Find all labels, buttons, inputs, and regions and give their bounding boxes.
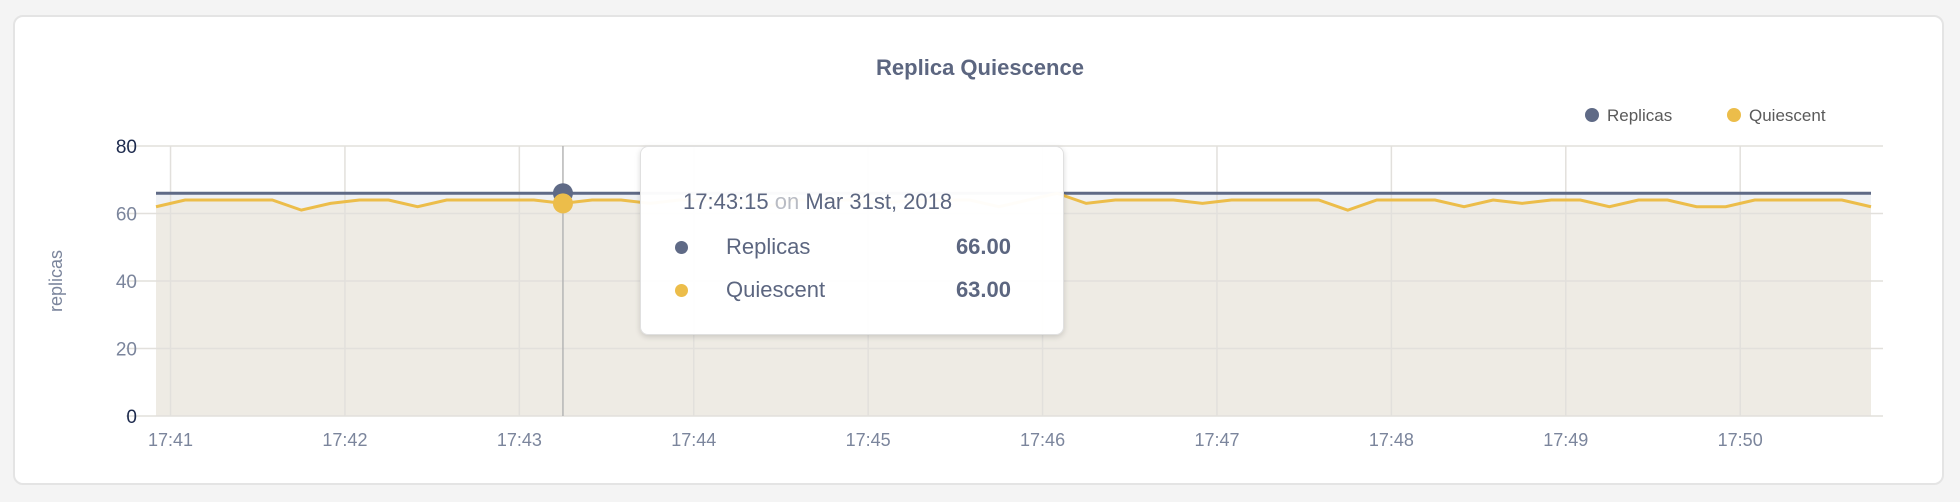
x-tick-label: 17:46 xyxy=(1020,430,1065,450)
tooltip-row-replicas: Replicas 66.00 xyxy=(671,232,1011,262)
legend-label-replicas: Replicas xyxy=(1607,106,1672,125)
replicas-dot-icon xyxy=(675,241,688,254)
legend-item-replicas[interactable]: Replicas xyxy=(1585,106,1672,125)
hover-point-quiescent xyxy=(552,193,573,214)
x-tick-label: 17:48 xyxy=(1369,430,1414,450)
tooltip-time: 17:43:15 xyxy=(683,189,769,214)
x-tick-label: 17:50 xyxy=(1718,430,1763,450)
tooltip: 17:43:15 on Mar 31st, 2018 Replicas 66.0… xyxy=(640,146,1064,335)
y-axis-label: replicas xyxy=(46,250,66,312)
y-tick-label: 40 xyxy=(116,272,137,293)
x-tick-label: 17:45 xyxy=(846,430,891,450)
y-tick-label: 80 xyxy=(116,137,137,158)
x-tick-label: 17:44 xyxy=(671,430,716,450)
quiescent-dot-icon xyxy=(675,284,688,297)
tooltip-row-quiescent: Quiescent 63.00 xyxy=(671,275,1011,305)
x-tick-label: 17:41 xyxy=(148,430,193,450)
x-tick-label: 17:43 xyxy=(497,430,542,450)
y-tick-label: 0 xyxy=(126,407,137,428)
legend-label-quiescent: Quiescent xyxy=(1749,106,1826,125)
x-tick-label: 17:42 xyxy=(322,430,367,450)
tooltip-label: Replicas xyxy=(726,234,811,259)
chart-title: Replica Quiescence xyxy=(876,55,1084,80)
legend-item-quiescent[interactable]: Quiescent xyxy=(1727,106,1826,125)
tooltip-value: 63.00 xyxy=(955,277,1011,302)
x-tick-label: 17:49 xyxy=(1543,430,1588,450)
y-tick-label: 20 xyxy=(116,340,137,361)
legend-dot-replicas-icon xyxy=(1585,108,1599,122)
legend: Replicas Quiescent xyxy=(1585,106,1826,125)
y-tick-label: 60 xyxy=(116,205,137,226)
tooltip-date: Mar 31st, 2018 xyxy=(805,189,953,214)
tooltip-label: Quiescent xyxy=(726,277,826,302)
tooltip-timestamp: 17:43:15 on Mar 31st, 2018 xyxy=(683,189,952,215)
x-tick-label: 17:47 xyxy=(1194,430,1239,450)
tooltip-value: 66.00 xyxy=(955,234,1011,259)
legend-dot-quiescent-icon xyxy=(1727,108,1741,122)
tooltip-on: on xyxy=(774,189,800,214)
